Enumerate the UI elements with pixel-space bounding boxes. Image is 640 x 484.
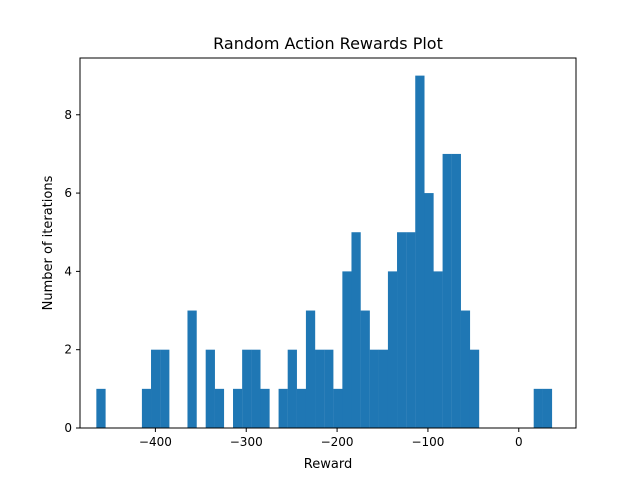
histogram-bar (542, 388, 553, 428)
histogram-bar (233, 388, 243, 428)
y-tick-label: 0 (64, 421, 72, 435)
histogram-bar (469, 349, 480, 428)
histogram-bar (260, 388, 270, 428)
x-tick-label: −100 (411, 435, 444, 449)
histogram-bar (278, 388, 288, 428)
histogram-bar (460, 310, 471, 428)
histogram-bar (424, 193, 434, 428)
histogram-bar (187, 310, 197, 428)
histogram-bar (296, 388, 307, 428)
histogram-bar (324, 349, 334, 428)
chart-title: Random Action Rewards Plot (213, 34, 443, 53)
histogram-bar (160, 349, 170, 428)
y-tick-label: 4 (64, 264, 72, 278)
histogram-bar (205, 349, 215, 428)
x-tick-label: −300 (230, 435, 263, 449)
histogram-bar (378, 349, 389, 428)
histogram-bar (214, 388, 225, 428)
histogram-bar (406, 232, 416, 428)
histogram-bar (351, 232, 361, 428)
y-tick-label: 8 (64, 108, 72, 122)
histogram-bar (433, 271, 443, 428)
histogram-bar (415, 75, 425, 429)
x-tick-label: −400 (139, 435, 172, 449)
histogram-bar (287, 349, 297, 428)
histogram-bar (533, 388, 543, 428)
histogram-bar (242, 349, 252, 428)
x-tick-label: −200 (321, 435, 354, 449)
y-axis-label: Number of iterations (41, 175, 56, 310)
histogram-bar (387, 271, 398, 428)
histogram-bar (333, 388, 343, 428)
histogram-bar (442, 153, 452, 428)
bars-group (96, 75, 553, 429)
y-axis-ticks: 0 2 4 6 8 (64, 108, 80, 435)
histogram-bar (360, 310, 370, 428)
histogram-bar (397, 232, 407, 428)
histogram-bar (342, 271, 352, 428)
histogram-bar (305, 310, 316, 428)
histogram-bar (315, 349, 325, 428)
axes-frame (79, 57, 577, 429)
y-tick-label: 2 (64, 343, 72, 357)
x-axis-label: Reward (304, 457, 352, 472)
histogram-bar (96, 388, 106, 428)
histogram-bar (141, 388, 152, 428)
histogram-bar (151, 349, 161, 428)
histogram-bar (369, 349, 379, 428)
x-tick-label: 0 (515, 435, 523, 449)
histogram-bar (251, 349, 261, 428)
x-axis-ticks: −400 −300 −200 −100 0 (139, 428, 523, 449)
histogram-bar (451, 153, 461, 428)
y-tick-label: 6 (64, 186, 72, 200)
